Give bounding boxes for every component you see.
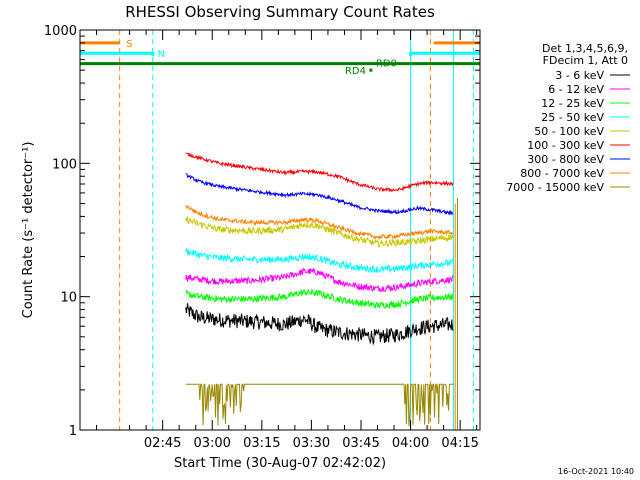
- x-tick-label: 04:15: [441, 436, 478, 451]
- series-line: [185, 173, 454, 216]
- annotations: S N RD0 RD4: [126, 39, 397, 77]
- legend-header-line: FDecim 1, Att 0: [543, 54, 628, 67]
- plot-frame: [79, 29, 481, 431]
- series-line: [185, 303, 454, 346]
- x-tick-label: 03:30: [293, 436, 330, 451]
- series-line: [185, 215, 454, 248]
- legend-entry-label: 6 - 12 keV: [548, 83, 604, 96]
- annotation-s: S: [126, 39, 132, 50]
- legend-entry-label: 3 - 6 keV: [555, 69, 604, 82]
- legend-entry-label: 12 - 25 keV: [541, 97, 604, 110]
- x-tick-label: 03:45: [342, 436, 379, 451]
- night-flag-bar: [409, 51, 480, 56]
- series-layer: [185, 152, 454, 427]
- night-flag-bar: [80, 51, 155, 56]
- footer-date: 16-Oct-2021 10:40: [558, 467, 634, 476]
- series-line: [185, 247, 454, 274]
- series-line: [185, 288, 454, 309]
- x-tick-label: 03:00: [193, 436, 230, 451]
- annotation-rd4: RD4: [345, 66, 366, 77]
- legend-entry-label: 7000 - 15000 keV: [506, 181, 604, 194]
- x-tick-label: 03:15: [243, 436, 280, 451]
- chart-title: RHESSI Observing Summary Count Rates: [125, 3, 435, 21]
- y-tick-label: 100: [52, 157, 77, 172]
- rd4-marker: [369, 68, 373, 72]
- series-line: [185, 267, 454, 293]
- x-axis: 02:45 03:00 03:15 03:30 03:45 04:00 04:15: [79, 30, 479, 451]
- y-axis-label: Count Rate (s⁻¹ detector⁻¹): [21, 142, 36, 319]
- y-axis: 1 10 100 1000: [44, 24, 480, 439]
- x-tick-label: 02:45: [144, 436, 181, 451]
- series-line: [185, 383, 454, 427]
- legend: Det 1,3,4,5,6,9,FDecim 1, Att 0 3 - 6 keV…: [506, 42, 630, 194]
- series-line: [185, 152, 454, 193]
- annotation-n: N: [158, 49, 165, 60]
- x-axis-label: Start Time (30-Aug-07 02:42:02): [174, 456, 386, 471]
- legend-entry-label: 800 - 7000 keV: [520, 167, 604, 180]
- y-tick-label: 1000: [44, 24, 77, 39]
- y-tick-label: 1: [69, 424, 77, 439]
- legend-entry-label: 25 - 50 keV: [541, 111, 604, 124]
- legend-entry-label: 100 - 300 keV: [527, 139, 604, 152]
- series-line: [185, 204, 454, 241]
- legend-entry-label: 50 - 100 keV: [534, 125, 604, 138]
- legend-entry-label: 300 - 800 keV: [527, 153, 604, 166]
- annotation-rd0: RD0: [376, 59, 397, 70]
- x-tick-label: 04:00: [392, 436, 429, 451]
- y-tick-label: 10: [60, 291, 77, 306]
- legend-header-line: Det 1,3,4,5,6,9,: [542, 42, 628, 55]
